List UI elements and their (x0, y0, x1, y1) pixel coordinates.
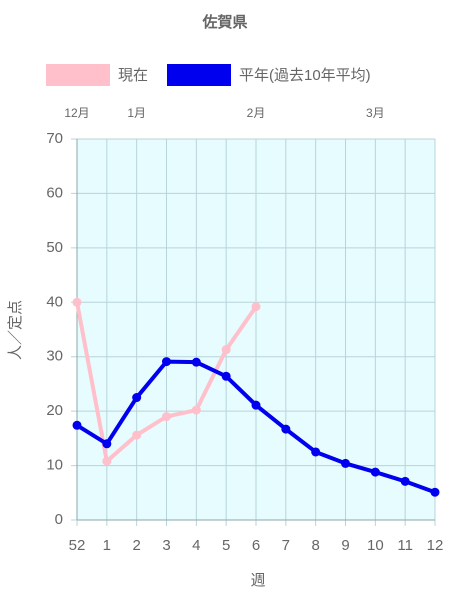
data-point (251, 400, 261, 410)
data-point (162, 357, 171, 367)
legend-swatch (167, 64, 231, 86)
y-tick-label: 60 (46, 184, 63, 201)
x-tick-label: 7 (282, 537, 290, 554)
x-tick-label: 10 (367, 537, 384, 554)
x-tick-label: 8 (311, 537, 319, 554)
data-point (281, 424, 291, 434)
data-point (72, 420, 82, 430)
month-label: 12月 (64, 106, 89, 120)
data-point (132, 430, 142, 440)
data-point (162, 412, 171, 422)
y-tick-label: 50 (46, 239, 63, 256)
x-tick-label: 3 (162, 537, 170, 554)
x-tick-label: 12 (427, 537, 444, 554)
x-tick-label: 4 (192, 537, 200, 554)
data-point (72, 297, 82, 307)
chart-title: 佐賀県 (201, 13, 247, 31)
data-point (102, 456, 112, 466)
data-point (221, 371, 231, 381)
data-point (311, 447, 321, 457)
y-tick-label: 40 (46, 293, 63, 310)
y-tick-label: 10 (46, 457, 63, 474)
legend-label: 平年(過去10年平均) (239, 67, 371, 84)
x-tick-label: 1 (103, 537, 111, 554)
month-label: 3月 (366, 106, 385, 120)
x-tick-label: 5 (222, 537, 230, 554)
legend-swatch (46, 64, 110, 86)
y-axis-label: 人／定点 (7, 300, 24, 360)
data-point (102, 439, 112, 449)
data-point (191, 357, 201, 367)
y-tick-label: 70 (46, 130, 63, 147)
y-tick-label: 0 (55, 511, 63, 528)
data-point (400, 476, 410, 486)
month-label: 1月 (127, 106, 146, 120)
data-point (191, 405, 201, 415)
data-point (221, 345, 231, 355)
legend-label: 現在 (118, 67, 148, 84)
data-point (132, 393, 142, 403)
data-point (251, 302, 261, 312)
x-axis-label: 週 (250, 572, 265, 589)
data-point (370, 467, 380, 477)
x-tick-label: 11 (397, 537, 413, 554)
x-tick-label: 52 (69, 537, 86, 554)
y-tick-label: 30 (46, 348, 63, 365)
x-tick-label: 6 (252, 537, 260, 554)
x-tick-label: 9 (341, 537, 349, 554)
x-tick-label: 2 (132, 537, 140, 554)
y-tick-label: 20 (46, 402, 63, 419)
month-label: 2月 (247, 106, 266, 120)
data-point (341, 458, 350, 468)
data-point (430, 487, 440, 497)
